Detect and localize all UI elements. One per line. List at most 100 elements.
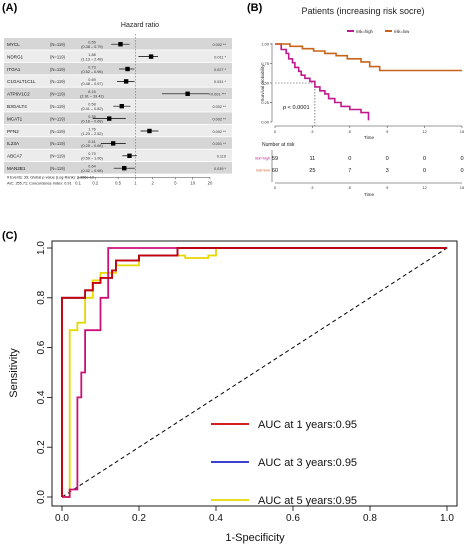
km-x-label: Time <box>364 135 374 140</box>
km-y-label: Survival probability <box>260 64 265 102</box>
forest-p-label: 0.002 ** <box>212 43 226 47</box>
risk-cell: 3 <box>386 168 389 174</box>
km-legend-label: risk=high <box>356 29 374 34</box>
forest-p-label: 0.119 <box>217 155 226 159</box>
forest-x-tick-label: 0.2 <box>92 180 98 185</box>
forest-ci-label: (0.41 – 0.82) <box>81 107 103 111</box>
forest-hr-label: 0.58 <box>88 103 95 107</box>
forest-hr-label: 0.79 <box>88 152 95 156</box>
forest-gene-label: C1GALT1C1L <box>7 79 36 84</box>
forest-row-bg <box>4 124 232 137</box>
forest-n-label: (N=119) <box>50 154 66 159</box>
forest-n-label: (N=119) <box>50 141 66 146</box>
km-y-tick-label: 0.50 <box>261 81 270 86</box>
roc-y-tick-label: 1.0 <box>36 241 47 255</box>
forest-hr-label: 8.15 <box>88 90 95 94</box>
roc-diagonal <box>61 247 448 498</box>
forest-row-bg <box>4 62 232 75</box>
forest-ci-label: (0.38 – 0.79) <box>81 45 103 49</box>
forest-gene-label: MCAT1 <box>7 116 23 121</box>
risk-cell: 60 <box>272 168 278 174</box>
forest-p-label: 0.002 ** <box>212 117 226 121</box>
forest-row-bg <box>4 38 232 50</box>
forest-hr-label: 0.41 <box>88 140 95 144</box>
forest-row-bg <box>4 100 232 112</box>
forest-gene-label: MYCL <box>7 42 20 47</box>
risk-x-tick-label: 0 <box>274 185 277 190</box>
km-x-tick-label: 15 <box>460 129 465 134</box>
roc-x-tick-label: 0.4 <box>209 513 223 524</box>
forest-title: Hazard ratio <box>121 22 159 29</box>
forest-ci-label: (0.59 – 1.06) <box>81 157 103 161</box>
forest-p-label: 0.002 ** <box>212 105 226 109</box>
risk-x-tick-label: 12 <box>422 185 427 190</box>
forest-n-label: (N=119) <box>50 42 66 47</box>
forest-point <box>122 166 127 171</box>
roc-x-tick-label: 0.8 <box>363 513 377 524</box>
risk-cell: 0 <box>423 156 426 162</box>
risk-cell: 59 <box>272 156 278 162</box>
roc-legend-label: AUC at 1 years:0.95 <box>258 419 357 431</box>
forest-n-label: (N=119) <box>50 129 66 134</box>
km-x-tick-label: 6 <box>349 129 352 134</box>
forest-row-bg <box>4 75 232 87</box>
roc-y-tick-label: 0.6 <box>36 340 47 354</box>
roc-y-tick-label: 0.4 <box>36 390 47 404</box>
roc-plot: 0.0 0.2 0.4 0.6 0.8 1.0 0.0 0.2 0.4 0.6 0.8 1.0 1-Sp… <box>8 240 458 544</box>
forest-p-label: 0.001 ** <box>212 142 226 146</box>
forest-gene-label: IL23A <box>7 141 20 146</box>
risk-cell: 7 <box>348 168 351 174</box>
roc-x-tick-label: 0.2 <box>132 513 146 524</box>
km-legend-label: risk=low <box>394 29 410 34</box>
forest-hr-label: 0.35 <box>88 115 95 119</box>
km-x-tick-label: 12 <box>422 129 427 134</box>
roc-curve-0 <box>61 247 447 497</box>
forest-hr-label: 0.64 <box>88 165 95 169</box>
forest-row-bg <box>4 149 232 162</box>
risk-cell: 25 <box>309 168 315 174</box>
km-y-tick-label: 0.00 <box>261 120 270 125</box>
forest-ci-label: (1.13 – 2.48) <box>81 57 103 61</box>
risk-x-tick-label: 9 <box>386 185 389 190</box>
forest-hr-label: 1.76 <box>88 127 95 131</box>
forest-n-label: (N=119) <box>50 166 66 171</box>
forest-point <box>147 128 152 134</box>
km-title: Patients (increasing risk socre) <box>301 6 424 16</box>
forest-point <box>125 66 130 72</box>
forest-ci-label: (0.18 – 0.68) <box>81 119 103 123</box>
roc-frame <box>51 240 458 507</box>
forest-p-label: 0.027 * <box>214 68 227 72</box>
roc-y-tick-label: 0.2 <box>36 440 47 454</box>
forest-x-tick-label: 1 <box>134 180 137 185</box>
forest-n-label: (N=119) <box>50 92 66 97</box>
km-curve-high <box>275 43 370 121</box>
roc-y-label: Sensitivity <box>8 348 20 398</box>
forest-footnote: AIC: 255.71; Concordance Index: 0.91 <box>7 181 72 185</box>
km-x-tick-label: 0 <box>274 129 277 134</box>
forest-ci-label: (0.42 – 0.98) <box>81 169 103 173</box>
forest-n-label: (N=119) <box>50 79 66 84</box>
risk-row-label: risk=high <box>255 157 270 161</box>
forest-hr-label: 0.73 <box>88 65 95 69</box>
km-pvalue: p < 0.0001 <box>283 105 310 111</box>
forest-ci-label: (2.91 – 19.42) <box>80 95 104 99</box>
forest-row-bg <box>4 112 232 124</box>
forest-n-label: (N=119) <box>50 104 66 109</box>
forest-gene-label: ATP6V1C2 <box>7 92 30 97</box>
forest-p-label: <0.001 *** <box>209 93 227 97</box>
roc-x-tick-label: 0.0 <box>55 513 69 524</box>
forest-ci-label: (0.48 – 0.97) <box>81 82 103 86</box>
forest-footnote: # Events: 39; Global p-value (Log-Rank):… <box>7 175 94 179</box>
forest-point <box>118 42 123 47</box>
forest-point <box>119 104 124 109</box>
forest-point <box>107 116 112 121</box>
forest-row-bg <box>4 162 232 174</box>
roc-legend-label: AUC at 5 years:0.95 <box>258 495 357 507</box>
forest-x-tick-label: 2 <box>151 180 154 185</box>
forest-p-label: 0.039 * <box>214 167 227 171</box>
risk-x-tick-label: 15 <box>460 185 465 190</box>
roc-y-tick-label: 0.8 <box>36 290 47 304</box>
forest-n-label: (N=119) <box>50 54 66 59</box>
